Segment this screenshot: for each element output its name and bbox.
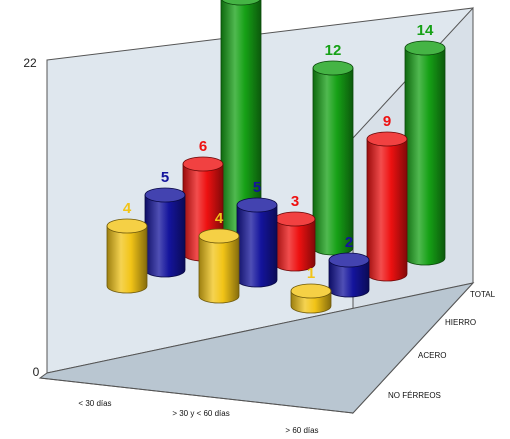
bar-no-f-rreos-0: 4 <box>106 200 148 294</box>
bar-body <box>144 194 186 278</box>
data-label: 4 <box>215 210 224 227</box>
data-label: 12 <box>325 42 342 59</box>
bar-top <box>290 283 332 299</box>
series-label: HIERRO <box>445 318 476 327</box>
y-tick-min: 0 <box>33 365 40 379</box>
series-label: TOTAL <box>470 290 496 299</box>
bar-no-f-rreos-2: 1 <box>290 265 332 314</box>
series-label: NO FÉRREOS <box>388 391 441 400</box>
bar-body <box>312 67 354 256</box>
bar-top <box>221 0 261 6</box>
category-label: > 30 y < 60 días <box>172 409 229 418</box>
bar-body <box>236 204 278 288</box>
data-label: 6 <box>199 138 207 155</box>
bar-acero-0: 5 <box>144 169 186 278</box>
bar-hierro-1: 3 <box>274 193 316 272</box>
data-label: 2 <box>345 234 353 251</box>
data-label: 1 <box>307 265 315 282</box>
series-label: ACERO <box>418 351 446 360</box>
bar-top <box>366 131 408 147</box>
data-label: 5 <box>253 179 261 196</box>
bars: 16 12 14 6 3 9 5 5 2 4 4 1 <box>106 0 446 314</box>
bar-top <box>274 211 316 227</box>
bar-body <box>274 218 316 272</box>
bar-total-2: 14 <box>404 22 446 266</box>
bar-acero-1: 5 <box>236 179 278 288</box>
bar-acero-2: 2 <box>328 234 370 298</box>
data-label: 4 <box>123 200 132 217</box>
bar-total-0: 16 <box>220 0 262 246</box>
bar-body <box>404 47 446 266</box>
data-label: 9 <box>383 113 391 130</box>
bar-no-f-rreos-1: 4 <box>198 210 240 304</box>
bar-top <box>144 187 186 203</box>
data-label: 14 <box>417 22 434 39</box>
bar-top <box>404 40 446 56</box>
front-edge <box>39 377 354 414</box>
bar-body <box>198 235 240 304</box>
data-label: 3 <box>291 193 299 210</box>
y-tick-max: 22 <box>23 56 37 70</box>
bar-top <box>236 197 278 213</box>
bar-top <box>328 252 370 268</box>
bar-hierro-2: 9 <box>366 113 408 282</box>
category-label: > 60 días <box>285 426 318 435</box>
bar-body <box>106 225 148 294</box>
category-label: < 30 días <box>78 399 111 408</box>
data-label: 5 <box>161 169 169 186</box>
bar-total-1: 12 <box>312 42 354 256</box>
bar-top <box>312 60 354 76</box>
bar-top <box>106 218 148 234</box>
bar-top <box>198 228 240 244</box>
bar-body <box>366 138 408 282</box>
bar-top <box>182 156 224 172</box>
